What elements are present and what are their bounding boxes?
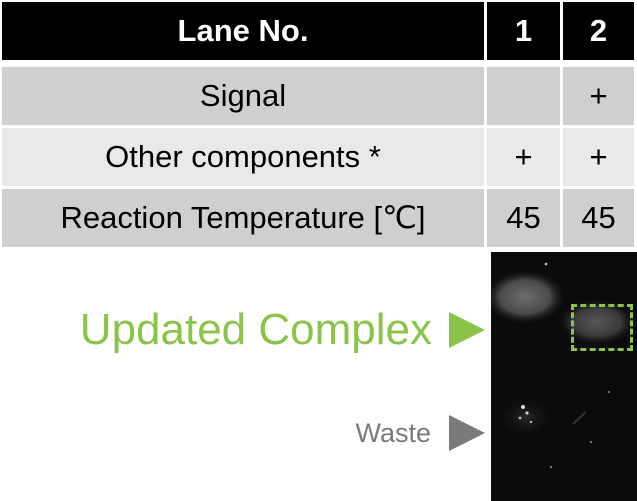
- header-lane-no: Lane No.: [2, 2, 484, 60]
- header-lane-1: 1: [487, 2, 560, 60]
- triangle-right-icon: [449, 415, 485, 451]
- table-row-signal: Signal +: [0, 67, 637, 127]
- lane-table: Lane No. 1 2 Signal + Other components *…: [0, 0, 637, 248]
- header-lane-2: 2: [563, 2, 634, 60]
- table-header-row: Lane No. 1 2: [0, 2, 637, 62]
- row-lane-2-value: 45: [563, 189, 634, 247]
- row-lane-1-value: +: [487, 128, 560, 186]
- row-lane-1-value: [487, 67, 560, 125]
- waste-label: Waste: [355, 418, 431, 448]
- row-lane-1-value: 45: [487, 189, 560, 247]
- row-lane-2-value: +: [563, 67, 634, 125]
- row-label: Signal: [2, 67, 484, 125]
- row-lane-2-value: +: [563, 128, 634, 186]
- updated-complex-highlight-box: [571, 304, 633, 351]
- table-row-other-components: Other components * + +: [0, 128, 637, 188]
- gel-bands: [491, 252, 637, 501]
- lane-2-band: [557, 298, 637, 346]
- triangle-right-icon: [449, 312, 485, 348]
- row-label: Reaction Temperature [℃]: [2, 189, 484, 247]
- gel-image: [491, 252, 637, 501]
- table-row-reaction-temperature: Reaction Temperature [℃] 45 45: [0, 189, 637, 249]
- updated-complex-label: Updated Complex: [79, 305, 432, 354]
- row-label: Other components *: [2, 128, 484, 186]
- lane-1-band: [491, 269, 567, 325]
